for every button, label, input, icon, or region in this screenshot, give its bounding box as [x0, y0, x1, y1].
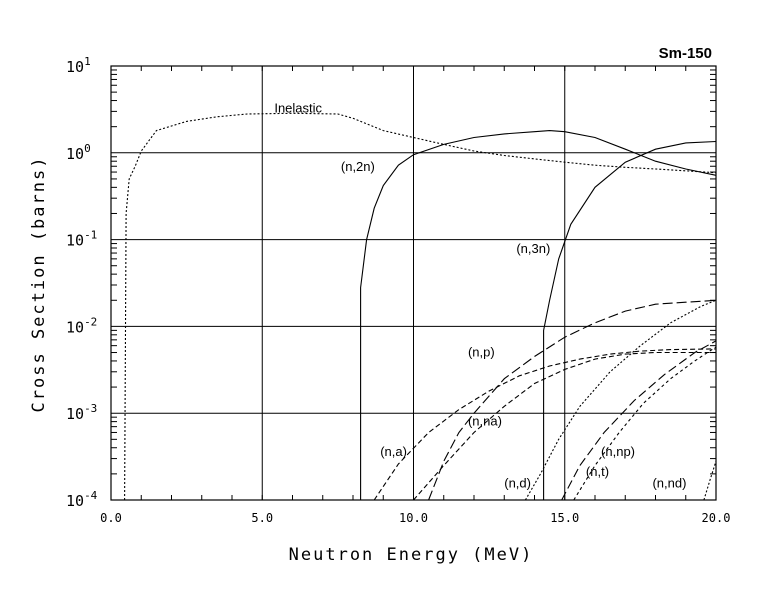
- series-line-nd: [524, 299, 717, 501]
- series-label-nnp: (n,np): [601, 444, 635, 459]
- y-tick-label: 10-2: [66, 315, 97, 336]
- y-tick-label: 10-3: [66, 402, 97, 423]
- y-axis-label: Cross Section (barns): [29, 156, 49, 413]
- series-line-nnd: [703, 461, 717, 501]
- y-tick-label: 100: [66, 142, 91, 163]
- x-tick-label: 0.0: [100, 511, 122, 525]
- chart-title: Sm-150: [659, 45, 712, 62]
- series-line-n2n: [360, 130, 717, 500]
- series-label-nt: (n,t): [586, 464, 609, 479]
- x-axis-label: Neutron Energy (MeV): [289, 545, 534, 565]
- grid-layer: [111, 66, 716, 500]
- tick-layer: 0.0 5.0 10.0 15.0 20.0 101 100 10-1 10-2 10-3 10-4: [66, 55, 730, 525]
- series-label-n2n: (n,2n): [341, 159, 375, 174]
- label-layer: Inelastic (n,2n) (n,3n) (n,p) (n,na) (n,a) (n,…: [274, 101, 686, 491]
- series-layer: [124, 112, 717, 501]
- plot-frame: [110, 65, 717, 501]
- series-label-na_alpha: (n,a): [380, 444, 407, 459]
- series-label-na: (n,na): [468, 414, 502, 429]
- x-tick-label: 5.0: [251, 511, 273, 525]
- y-tick-label: 10-1: [66, 229, 97, 250]
- series-line-inelastic: [124, 112, 717, 501]
- series-line-na_alpha: [373, 348, 717, 501]
- series-label-np: (n,p): [468, 345, 495, 360]
- x-tick-label: 20.0: [702, 511, 731, 525]
- y-tick-label: 101: [66, 55, 91, 76]
- x-tick-label: 10.0: [399, 511, 428, 525]
- series-line-np: [428, 299, 717, 501]
- series-label-n3n: (n,3n): [516, 241, 550, 256]
- series-label-nd: (n,d): [504, 475, 531, 490]
- series-line-nnp: [573, 346, 717, 501]
- series-line-na: [413, 351, 716, 501]
- x-tick-label: 15.0: [550, 511, 579, 525]
- series-line-nt: [561, 340, 717, 501]
- series-label-inelastic: Inelastic: [274, 101, 322, 116]
- y-tick-label: 10-4: [66, 489, 98, 510]
- series-label-nnd: (n,nd): [652, 475, 686, 490]
- series-line-n3n: [543, 140, 717, 500]
